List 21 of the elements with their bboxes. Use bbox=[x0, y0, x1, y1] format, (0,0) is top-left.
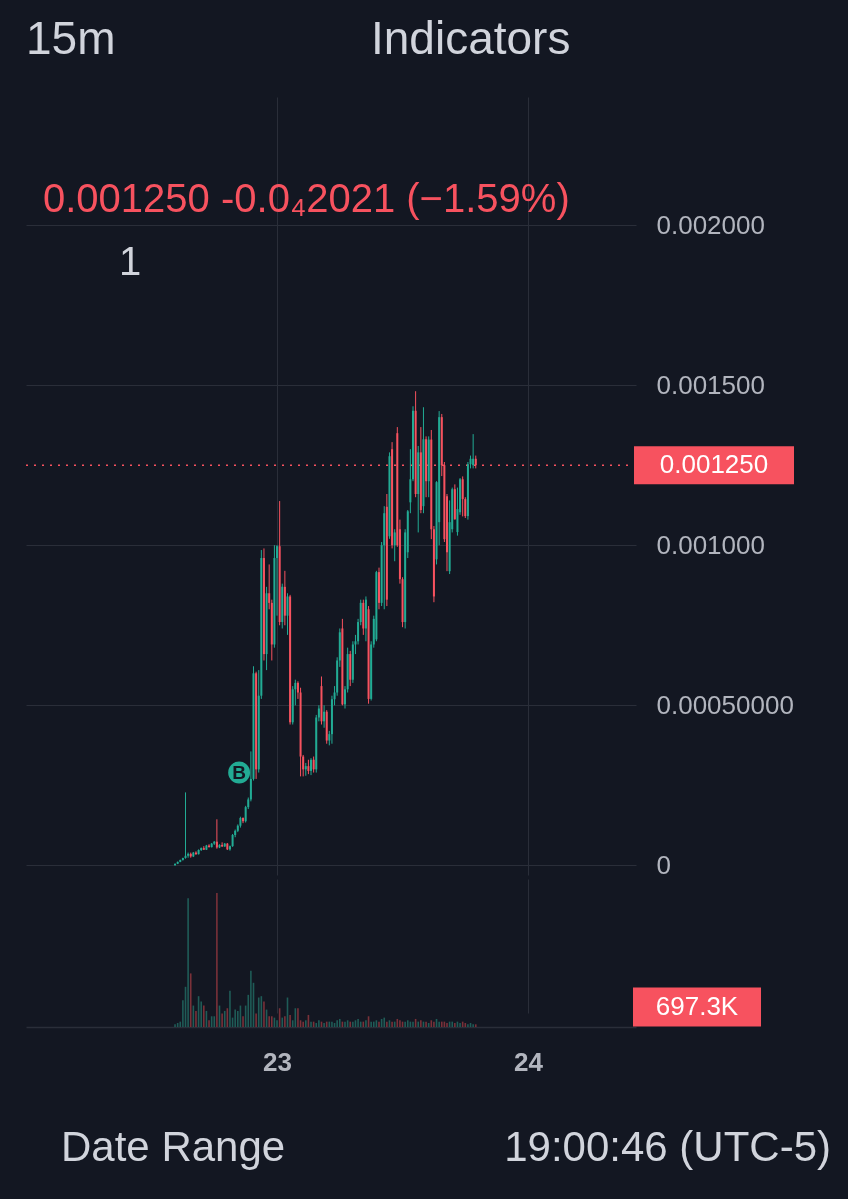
candlestick bbox=[323, 704, 326, 729]
annotation: 1 bbox=[119, 239, 142, 283]
x-tick-label: 24 bbox=[514, 1046, 544, 1077]
candlestick bbox=[242, 816, 245, 824]
y-tick-label: 0.001000 bbox=[656, 529, 765, 560]
text: 19:00:46 (UTC-5) bbox=[504, 1123, 831, 1170]
y-tick-label: 0.00050000 bbox=[656, 689, 794, 720]
text: 15m bbox=[26, 12, 116, 64]
text: 0.001250 -0.0₄2021 (−1.59%) bbox=[43, 176, 570, 220]
candlestick bbox=[378, 567, 381, 610]
candlestick bbox=[286, 592, 289, 636]
x-tick-label: 23 bbox=[263, 1046, 292, 1077]
text: Date Range bbox=[61, 1123, 286, 1170]
y-tick-label: 0 bbox=[656, 849, 671, 880]
annotation: B bbox=[232, 761, 246, 783]
candlestick bbox=[393, 528, 396, 562]
y-tick-label: 0.002000 bbox=[656, 209, 765, 240]
ref-line-label: 0.001250 bbox=[659, 449, 769, 480]
y-tick-label: 0.001500 bbox=[656, 369, 765, 400]
text: 697.3K bbox=[655, 991, 739, 1021]
text: Indicators bbox=[371, 12, 571, 64]
